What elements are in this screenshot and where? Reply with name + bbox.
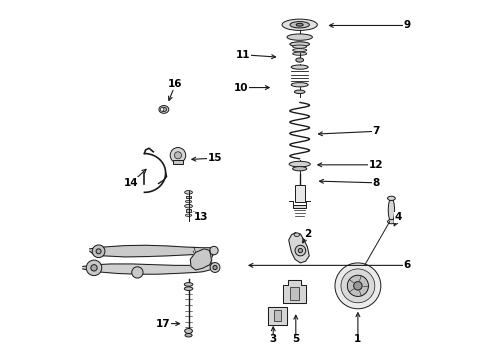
Circle shape (298, 248, 302, 253)
Text: 13: 13 (194, 212, 208, 222)
Ellipse shape (184, 283, 193, 286)
Text: 3: 3 (270, 334, 277, 345)
Text: 9: 9 (404, 21, 411, 31)
Ellipse shape (293, 49, 307, 52)
Ellipse shape (293, 45, 307, 48)
Ellipse shape (294, 233, 300, 237)
Text: 2: 2 (304, 229, 312, 239)
Ellipse shape (296, 58, 304, 62)
Ellipse shape (159, 105, 169, 113)
Ellipse shape (291, 83, 308, 87)
Circle shape (354, 282, 362, 290)
Polygon shape (283, 280, 306, 303)
Circle shape (160, 108, 164, 111)
Text: 16: 16 (168, 79, 183, 89)
Ellipse shape (185, 200, 192, 203)
Circle shape (170, 148, 186, 163)
Ellipse shape (185, 333, 192, 337)
Bar (186, 209, 191, 212)
Ellipse shape (185, 329, 193, 333)
Ellipse shape (294, 90, 305, 94)
Polygon shape (83, 264, 217, 274)
Circle shape (132, 267, 143, 278)
Polygon shape (289, 233, 309, 263)
Text: 12: 12 (369, 160, 384, 170)
Ellipse shape (388, 220, 395, 224)
Polygon shape (190, 249, 212, 270)
Circle shape (91, 265, 97, 271)
Ellipse shape (185, 204, 193, 208)
Bar (290, 287, 299, 300)
Circle shape (335, 263, 381, 309)
Text: 17: 17 (156, 319, 171, 329)
Bar (294, 205, 306, 208)
Ellipse shape (287, 34, 313, 40)
Ellipse shape (282, 19, 318, 30)
Ellipse shape (290, 42, 309, 46)
Ellipse shape (185, 190, 193, 194)
Ellipse shape (184, 287, 193, 291)
Ellipse shape (290, 42, 309, 46)
Bar (186, 195, 191, 198)
Circle shape (92, 245, 105, 258)
Text: 11: 11 (236, 50, 250, 60)
Bar (172, 159, 183, 164)
Polygon shape (90, 245, 217, 257)
Text: 10: 10 (234, 82, 249, 93)
Text: 4: 4 (395, 212, 402, 222)
Ellipse shape (291, 65, 308, 69)
Ellipse shape (185, 214, 192, 216)
Text: 1: 1 (354, 334, 362, 345)
Bar (273, 310, 281, 321)
Ellipse shape (161, 107, 167, 112)
Circle shape (86, 260, 102, 276)
Text: 8: 8 (372, 178, 380, 188)
Circle shape (341, 269, 375, 303)
Circle shape (347, 275, 368, 296)
Text: 6: 6 (404, 260, 411, 270)
Bar (295, 185, 305, 202)
Circle shape (210, 262, 220, 273)
Text: 14: 14 (124, 178, 139, 188)
Ellipse shape (388, 196, 395, 201)
Ellipse shape (293, 167, 307, 171)
Circle shape (295, 245, 306, 256)
Ellipse shape (296, 23, 303, 26)
Ellipse shape (290, 22, 309, 28)
Text: 7: 7 (372, 126, 380, 136)
Ellipse shape (289, 161, 310, 167)
Ellipse shape (388, 198, 394, 221)
Circle shape (96, 249, 101, 254)
Circle shape (174, 152, 181, 159)
Polygon shape (268, 307, 287, 325)
Circle shape (213, 265, 217, 270)
Circle shape (210, 246, 218, 255)
Text: 15: 15 (208, 153, 222, 163)
Ellipse shape (293, 52, 307, 55)
Text: 5: 5 (292, 334, 299, 345)
